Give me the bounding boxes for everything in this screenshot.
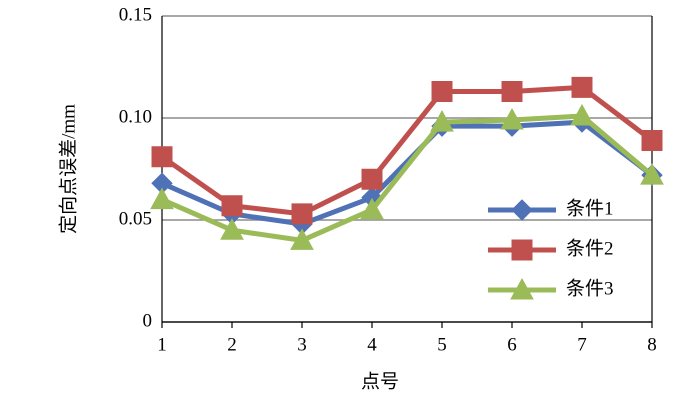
marker: [430, 110, 454, 132]
x-tick-label: 4: [367, 334, 377, 355]
y-axis-label: 定向点误差/mm: [57, 104, 79, 234]
x-tick-label: 8: [647, 334, 657, 355]
x-tick-label: 1: [157, 334, 167, 355]
marker: [511, 199, 533, 221]
x-tick-label: 2: [227, 334, 237, 355]
marker: [571, 76, 593, 98]
marker: [640, 163, 664, 185]
y-tick-label: 0.10: [119, 106, 152, 127]
marker: [290, 228, 314, 250]
marker: [220, 218, 244, 240]
legend-label: 条件3: [566, 277, 614, 299]
y-tick-label: 0.05: [119, 208, 152, 229]
y-tick-label: 0: [143, 310, 153, 331]
marker: [501, 80, 523, 102]
series-line: [160, 119, 654, 227]
marker: [510, 277, 534, 300]
marker: [511, 239, 533, 261]
x-axis-label: 点号: [361, 370, 399, 392]
marker: [291, 203, 313, 225]
marker: [151, 146, 173, 168]
marker: [361, 168, 383, 190]
marker: [570, 103, 594, 126]
x-tick-label: 7: [577, 334, 587, 355]
marker: [431, 80, 453, 102]
series-line: [160, 84, 654, 217]
marker: [360, 197, 384, 220]
marker: [500, 108, 524, 130]
x-tick-label: 5: [437, 334, 447, 355]
legend-label: 条件1: [566, 197, 614, 219]
marker: [221, 195, 243, 217]
y-tick-label: 0.15: [119, 4, 152, 25]
marker: [641, 129, 663, 151]
marker: [150, 187, 174, 210]
x-tick-label: 6: [507, 334, 517, 355]
legend-label: 条件2: [566, 237, 614, 259]
x-tick-label: 3: [297, 334, 307, 355]
series-line: [160, 113, 654, 243]
